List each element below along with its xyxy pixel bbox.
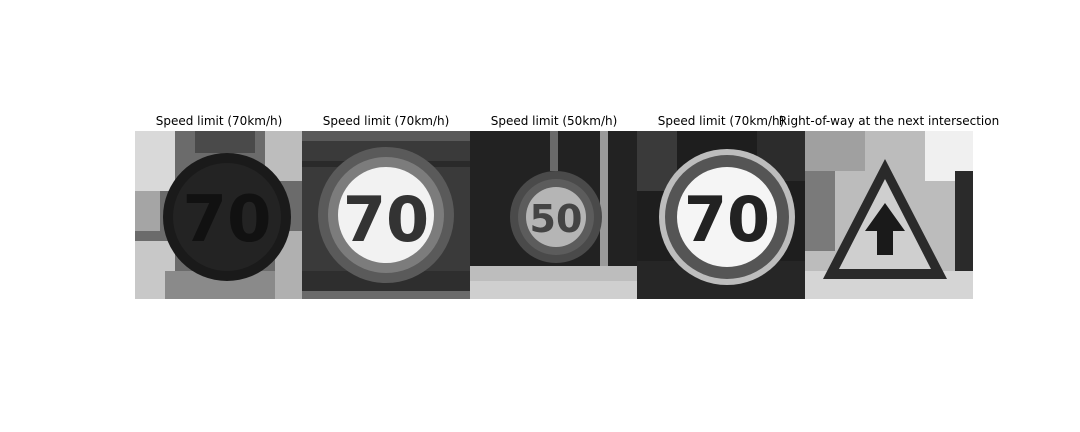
traffic-sign-image: 70 bbox=[135, 131, 303, 299]
panel-title: Speed limit (50km/h) bbox=[490, 114, 618, 128]
sign-number: 70 bbox=[182, 183, 271, 257]
panel-title: Speed limit (70km/h) bbox=[657, 114, 785, 128]
sign-number: 70 bbox=[343, 183, 429, 256]
panel-title: Right-of-way at the next intersection bbox=[778, 114, 1000, 128]
panel-title: Speed limit (70km/h) bbox=[322, 114, 450, 128]
traffic-sign-image: 70 bbox=[302, 131, 470, 299]
traffic-sign-image: 70 bbox=[637, 131, 805, 299]
sign-number: 70 bbox=[684, 183, 770, 256]
panel-title: Speed limit (70km/h) bbox=[155, 114, 283, 128]
traffic-sign-image: 50 bbox=[470, 131, 638, 299]
traffic-sign-image bbox=[805, 131, 973, 299]
sign-number: 50 bbox=[530, 197, 583, 241]
